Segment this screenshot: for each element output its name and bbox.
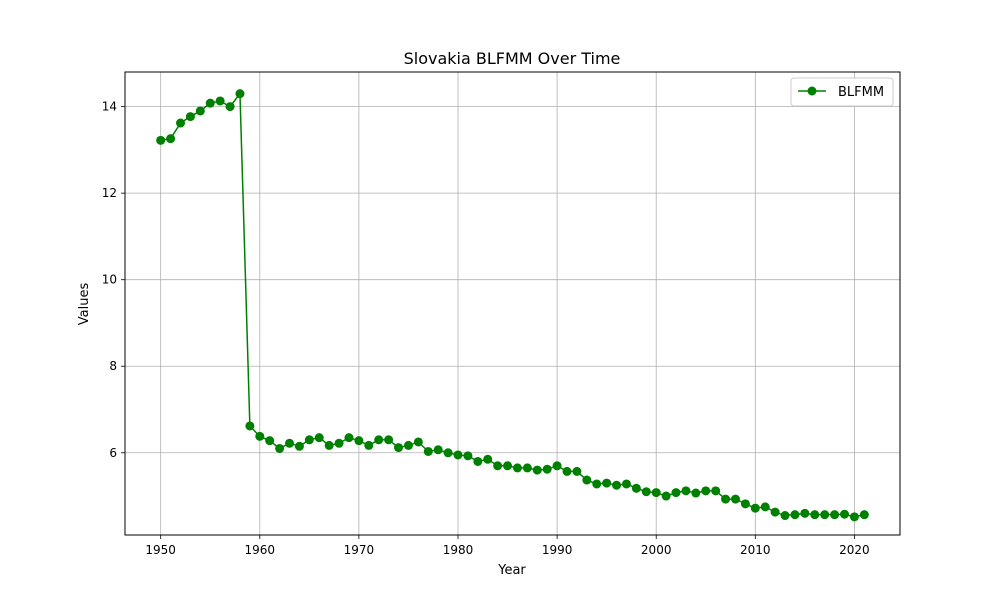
- data-point: [790, 510, 800, 520]
- data-point: [275, 443, 285, 453]
- data-point: [760, 502, 770, 512]
- data-point: [443, 448, 453, 458]
- y-tick-label: 8: [109, 359, 117, 373]
- data-point: [245, 421, 255, 431]
- data-point: [730, 494, 740, 504]
- data-point: [265, 436, 275, 446]
- y-tick-label: 14: [102, 100, 117, 114]
- data-point: [671, 488, 681, 498]
- data-point: [334, 438, 344, 448]
- plot-area: [125, 72, 900, 535]
- legend-label: BLFMM: [838, 85, 884, 100]
- data-point: [304, 435, 314, 445]
- y-axis-label: Values: [77, 283, 92, 326]
- x-axis-label: Year: [497, 563, 526, 578]
- data-point: [780, 511, 790, 521]
- x-tick-label: 1950: [145, 543, 176, 557]
- data-point: [522, 463, 532, 473]
- data-point: [344, 433, 354, 443]
- data-point: [483, 454, 493, 464]
- data-point: [592, 479, 602, 489]
- data-point: [403, 440, 413, 450]
- grid: [125, 72, 900, 535]
- data-point: [215, 96, 225, 106]
- legend-marker: [807, 86, 817, 96]
- data-point: [532, 465, 542, 475]
- data-point: [433, 445, 443, 455]
- data-point: [354, 436, 364, 446]
- data-point: [701, 486, 711, 496]
- data-point: [542, 464, 552, 474]
- data-point: [820, 510, 830, 520]
- y-tick-label: 10: [102, 273, 117, 287]
- data-point: [830, 510, 840, 520]
- data-point: [255, 431, 265, 441]
- data-point: [711, 486, 721, 496]
- data-point: [750, 503, 760, 513]
- data-point: [721, 494, 731, 504]
- series-layer: [156, 89, 869, 522]
- data-point: [859, 510, 869, 520]
- data-point: [314, 433, 324, 443]
- data-point: [324, 440, 334, 450]
- chart-title: Slovakia BLFMM Over Time: [404, 49, 621, 68]
- data-point: [572, 466, 582, 476]
- data-point: [612, 480, 622, 490]
- legend-box: [790, 77, 894, 107]
- data-point: [661, 491, 671, 501]
- data-point: [810, 510, 820, 520]
- data-point: [225, 102, 235, 112]
- data-point: [562, 466, 572, 476]
- data-point: [493, 461, 503, 471]
- data-point: [849, 512, 859, 522]
- data-point: [285, 438, 295, 448]
- data-point: [641, 487, 651, 497]
- data-point: [512, 463, 522, 473]
- x-tick-label: 1990: [542, 543, 573, 557]
- data-point: [840, 509, 850, 519]
- data-point: [770, 507, 780, 517]
- y-tick-label: 12: [102, 186, 117, 200]
- data-point: [374, 435, 384, 445]
- data-point: [423, 446, 433, 456]
- data-point: [364, 440, 374, 450]
- x-tick-label: 1960: [245, 543, 276, 557]
- data-point: [552, 461, 562, 471]
- data-point: [473, 456, 483, 466]
- data-point: [166, 134, 176, 144]
- legend: BLFMM: [790, 77, 894, 107]
- y-axis: 6 8 10 12 14: [102, 100, 125, 460]
- data-point: [413, 437, 423, 447]
- data-point: [175, 118, 185, 128]
- data-point: [205, 98, 215, 108]
- data-point: [463, 451, 473, 461]
- data-point: [453, 450, 463, 460]
- data-point: [582, 475, 592, 485]
- data-point: [195, 106, 205, 116]
- data-point: [235, 89, 245, 99]
- data-point: [294, 441, 304, 451]
- x-tick-label: 1970: [344, 543, 375, 557]
- data-point: [156, 135, 166, 145]
- y-tick-label: 6: [109, 446, 117, 460]
- data-point: [800, 508, 810, 518]
- data-point: [740, 499, 750, 509]
- x-axis: 1950 1960 1970 1980 1990 2000 2010 2020: [145, 535, 870, 557]
- data-point: [631, 483, 641, 493]
- data-point: [691, 488, 701, 498]
- x-tick-label: 2020: [839, 543, 870, 557]
- data-point: [681, 486, 691, 496]
- x-tick-label: 1980: [443, 543, 474, 557]
- data-point: [621, 479, 631, 489]
- data-point: [185, 112, 195, 122]
- data-point: [503, 461, 513, 471]
- x-tick-label: 2000: [641, 543, 672, 557]
- data-point: [602, 478, 612, 488]
- x-tick-label: 2010: [740, 543, 771, 557]
- data-point: [384, 435, 394, 445]
- data-point: [651, 488, 661, 498]
- plot-frame: [124, 71, 901, 536]
- data-point: [394, 443, 404, 453]
